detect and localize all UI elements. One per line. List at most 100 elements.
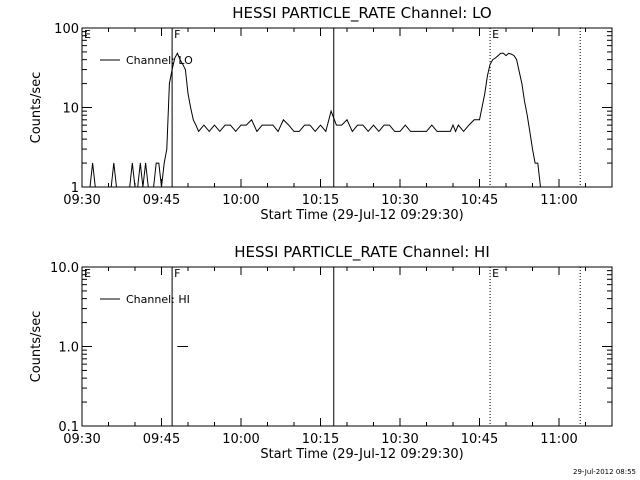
data-point: [309, 124, 311, 126]
data-point: [495, 57, 496, 59]
data-point: [89, 186, 91, 188]
x-tick-label: 11:00: [540, 432, 577, 447]
y-axis-label: Counts/sec: [29, 311, 44, 383]
flag-label: E: [84, 267, 91, 280]
data-point: [272, 124, 274, 126]
data-point: [203, 124, 205, 126]
data-point: [458, 124, 459, 126]
x-axis-label: Start Time (29-Jul-12 09:29:30): [260, 447, 463, 462]
x-tick-label: 09:45: [143, 432, 180, 447]
data-point: [251, 119, 252, 121]
data-point: [240, 124, 242, 126]
data-point: [383, 124, 385, 126]
data-point: [524, 100, 525, 102]
y-tick-label: 1: [71, 181, 79, 196]
data-point: [102, 186, 104, 188]
data-point: [161, 186, 162, 188]
series-line: [89, 52, 551, 188]
x-tick-label: 10:45: [461, 432, 498, 447]
plot-frame: [81, 266, 613, 427]
data-point: [373, 124, 374, 126]
data-point: [261, 124, 263, 126]
y-tick-label: 1.0: [58, 341, 79, 356]
data-point: [195, 124, 197, 126]
flag-label: F: [174, 28, 180, 41]
data-point: [163, 162, 165, 164]
y-tick-label: 100: [54, 22, 79, 37]
data-point: [450, 131, 451, 132]
y-tick-label: 10: [62, 102, 79, 117]
data-point: [118, 186, 120, 188]
data-point: [169, 83, 170, 84]
data-point: [293, 131, 295, 132]
data-point: [92, 162, 93, 164]
data-point: [489, 63, 491, 65]
flag-label: E: [492, 267, 499, 280]
data-point: [415, 131, 417, 132]
data-point: [468, 124, 470, 126]
data-point: [444, 131, 446, 132]
data-point: [179, 59, 181, 60]
flag-label: E: [84, 28, 91, 41]
data-point: [147, 186, 149, 188]
data-point: [219, 131, 221, 132]
data-point: [463, 131, 464, 132]
data-point: [399, 131, 401, 132]
data-point: [113, 162, 115, 164]
data-point: [484, 93, 486, 94]
data-point: [121, 186, 123, 188]
data-point: [129, 186, 130, 188]
data-point: [105, 186, 107, 188]
data-point: [177, 346, 178, 347]
data-point: [516, 59, 517, 60]
data-point: [420, 131, 422, 132]
data-point: [473, 119, 475, 121]
data-point: [534, 162, 536, 164]
data-point: [320, 124, 321, 126]
y-axis-label: Counts/sec: [29, 72, 44, 144]
data-point: [492, 59, 494, 60]
x-axis-label: Start Time (29-Jul-12 09:29:30): [260, 208, 463, 223]
data-point: [116, 186, 117, 188]
data-point: [436, 131, 438, 132]
x-tick-label: 10:00: [222, 193, 259, 208]
data-point: [548, 186, 549, 188]
chart-panel-2: HESSI PARTICLE_RATE Channel: HI 09:30 09:4…: [29, 243, 613, 462]
data-point: [108, 186, 109, 188]
flag-label: F: [174, 267, 180, 280]
data-point: [198, 131, 199, 132]
data-point: [140, 162, 141, 164]
data-point: [526, 114, 528, 116]
data-point: [177, 53, 178, 54]
data-point: [452, 124, 454, 126]
data-point: [325, 131, 327, 132]
data-point: [542, 186, 544, 188]
data-point: [299, 131, 300, 132]
data-point: [487, 75, 488, 77]
data-point: [336, 124, 337, 126]
data-point: [190, 107, 191, 108]
data-point: [505, 55, 507, 56]
data-point: [508, 53, 509, 54]
data-point: [150, 186, 152, 188]
data-point: [545, 186, 547, 188]
data-point: [158, 162, 160, 164]
data-point: [277, 131, 279, 132]
data-point: [394, 131, 396, 132]
legend-label: Channel: LO: [126, 54, 193, 67]
data-point: [410, 131, 411, 132]
data-point: [362, 124, 364, 126]
data-point: [352, 131, 353, 132]
data-point: [511, 53, 512, 55]
flag-label: E: [492, 28, 499, 41]
data-point: [405, 124, 406, 126]
data-point: [185, 69, 186, 70]
data-point: [182, 63, 183, 65]
chart-panel-1: HESSI PARTICLE_RATE Channel: LO 09:30 09:4…: [29, 4, 613, 223]
data-point: [518, 71, 520, 73]
data-point: [94, 186, 96, 188]
data-point: [214, 124, 215, 126]
data-point: [132, 162, 133, 164]
data-point: [550, 186, 552, 188]
x-tick-label: 09:45: [143, 193, 180, 208]
